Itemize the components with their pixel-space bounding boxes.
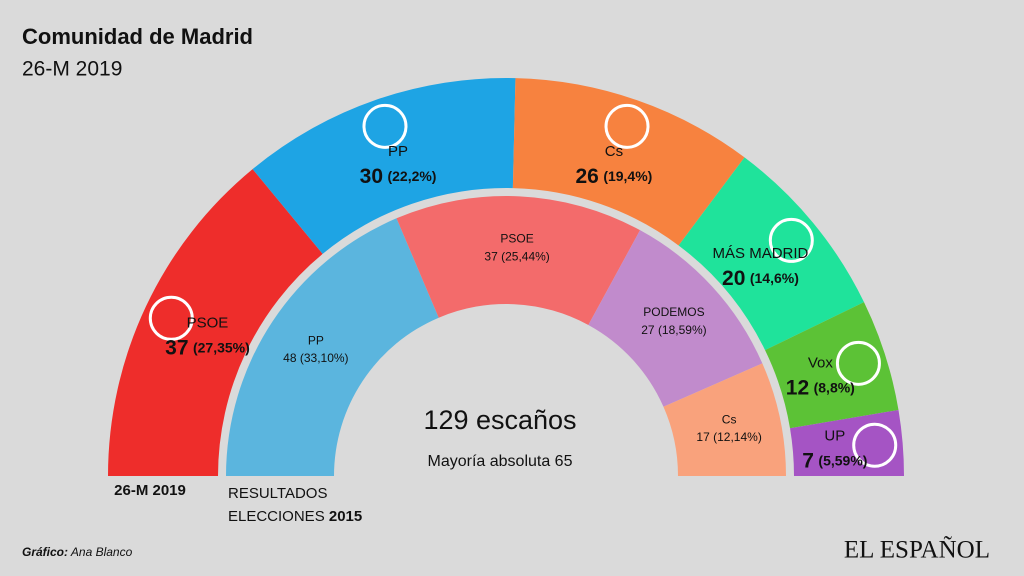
ring-label: 26-M 2019 xyxy=(114,482,186,499)
ring-label: ELECCIONES 2015 xyxy=(228,508,362,525)
subtitle: 26-M 2019 xyxy=(22,58,122,81)
seat-count: 7 xyxy=(802,449,814,472)
seat-label: 27 (18,59%) xyxy=(641,323,706,337)
seat-label: 20 (14,6%) xyxy=(722,266,799,289)
party-name: UP xyxy=(824,428,845,445)
party-logo xyxy=(835,340,881,386)
seat-count: 48 xyxy=(283,351,297,365)
party-logo xyxy=(768,217,814,263)
seat-label: 30 (22,2%) xyxy=(360,165,437,188)
seat-count: 12 xyxy=(786,376,809,399)
credit-label: Gráfico: xyxy=(22,545,68,559)
seat-segment xyxy=(396,196,641,325)
share-label: (25,44%) xyxy=(501,249,550,263)
seat-segment xyxy=(663,363,786,476)
party-logo xyxy=(362,103,408,149)
ring-label-part: ELECCIONES xyxy=(228,508,325,525)
share-label: (19,4%) xyxy=(603,168,652,184)
share-label: (12,14%) xyxy=(713,430,762,444)
seat-segment xyxy=(512,78,745,246)
share-label: (33,10%) xyxy=(300,351,349,365)
seat-count: 17 xyxy=(696,430,710,444)
brand: EL ESPAÑOL xyxy=(844,536,990,564)
seat-label: 48 (33,10%) xyxy=(283,351,348,365)
seat-count: 37 xyxy=(165,336,188,359)
share-label: (18,59%) xyxy=(658,323,707,337)
credit: Gráfico: Ana Blanco xyxy=(22,545,133,559)
seat-count: 20 xyxy=(722,266,745,289)
seat-count: 37 xyxy=(484,249,498,263)
party-name: PSOE xyxy=(500,231,533,245)
ring-label: RESULTADOS xyxy=(228,485,327,502)
seat-count: 30 xyxy=(360,165,383,188)
party-name: MÁS MADRID xyxy=(713,245,809,262)
title: Comunidad de Madrid xyxy=(22,24,253,49)
share-label: (5,59%) xyxy=(818,452,867,468)
party-name: PODEMOS xyxy=(643,305,704,319)
share-label: (14,6%) xyxy=(750,270,799,286)
party-name: PP xyxy=(308,333,324,347)
credit-author: Ana Blanco xyxy=(70,545,133,559)
party-name: Cs xyxy=(605,143,623,160)
seat-label: 26 (19,4%) xyxy=(576,165,653,188)
seat-segment xyxy=(252,78,516,254)
seat-count: 26 xyxy=(576,165,599,188)
seat-segment xyxy=(678,157,864,351)
seat-label: 12 (8,8%) xyxy=(786,376,855,399)
seat-label: 7 (5,59%) xyxy=(802,449,867,472)
party-logo xyxy=(604,103,650,149)
seat-label: 17 (12,14%) xyxy=(696,430,761,444)
seat-count: 27 xyxy=(641,323,655,337)
share-label: (22,2%) xyxy=(387,168,436,184)
seat-segment xyxy=(765,302,899,429)
party-logo xyxy=(148,295,194,341)
seat-segment xyxy=(108,169,323,476)
seat-segment xyxy=(588,230,763,407)
share-label: (8,8%) xyxy=(814,379,855,395)
center-subtitle: Mayoría absoluta 65 xyxy=(428,453,573,470)
party-name: Vox xyxy=(808,354,834,371)
party-logo xyxy=(852,422,898,468)
ring-label-year: 2015 xyxy=(329,508,362,525)
seat-label: 37 (25,44%) xyxy=(484,249,549,263)
center-title: 129 escaños xyxy=(423,405,576,435)
party-name: PP xyxy=(388,143,408,160)
party-name: Cs xyxy=(722,412,737,426)
party-name: PSOE xyxy=(187,314,229,331)
seat-segment xyxy=(226,218,439,476)
share-label: (27,35%) xyxy=(193,339,250,355)
seat-label: 37 (27,35%) xyxy=(165,336,250,359)
